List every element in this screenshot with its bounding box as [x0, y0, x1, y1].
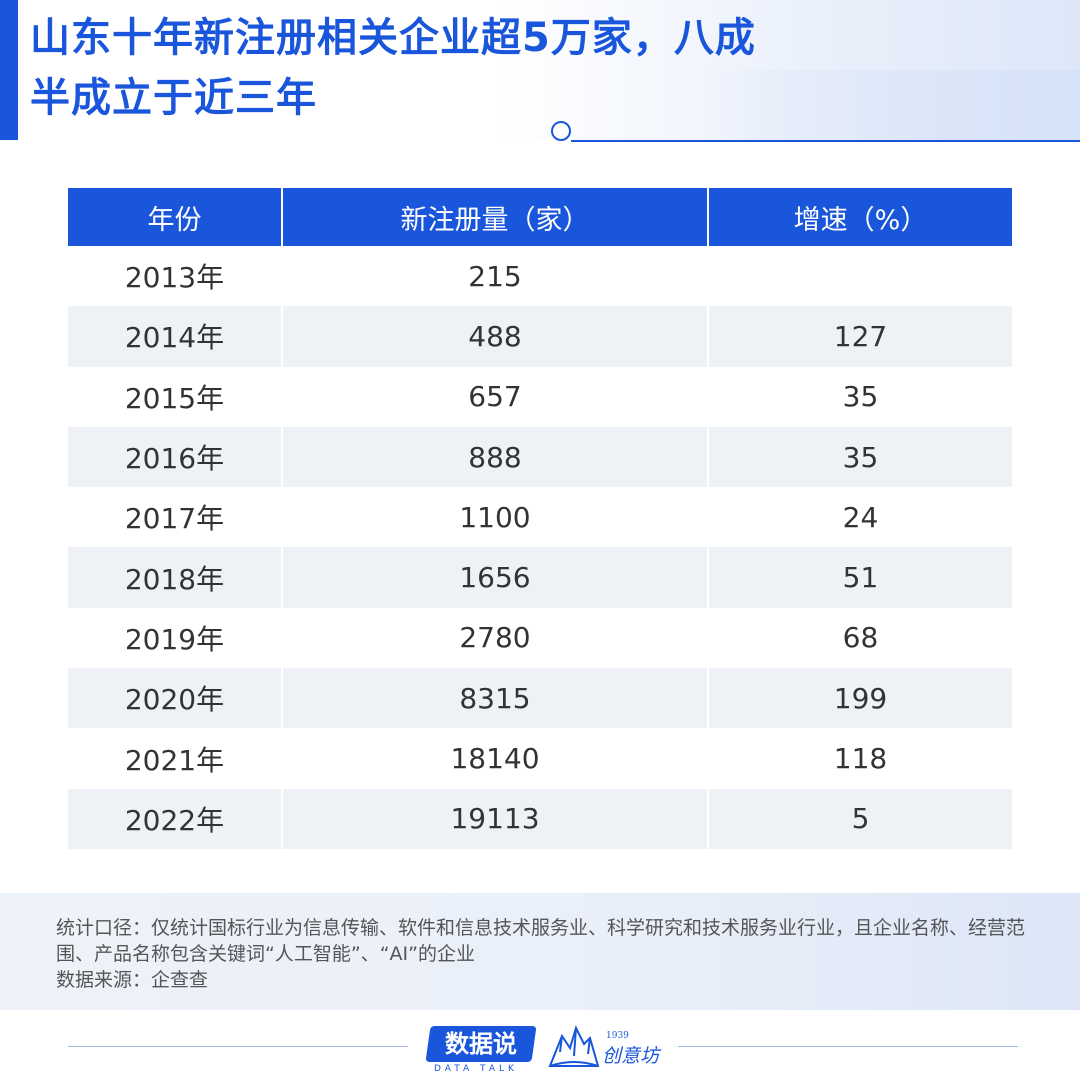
cell-growth: 68	[842, 621, 879, 655]
header-gradient	[700, 70, 1080, 140]
data-talk-logo-cn: 数据说	[445, 1030, 517, 1058]
cell-growth: 35	[842, 380, 879, 414]
table-row: 2019年 2780 68	[68, 607, 1012, 669]
header-circle-ornament	[551, 121, 571, 141]
cell-year: 2017年	[124, 502, 225, 536]
cell-growth: 51	[842, 561, 879, 595]
data-talk-logo: 数据说 DATA TALK	[425, 1026, 537, 1082]
cell-growth: 199	[833, 681, 888, 715]
cell-count: 8315	[281, 668, 709, 729]
cell-growth: 118	[833, 742, 888, 776]
footer-divider-right	[678, 1046, 1018, 1047]
data-talk-logo-en: DATA TALK	[434, 1064, 518, 1074]
column-header-growth: 增速（%）	[793, 204, 928, 236]
footnote-panel	[0, 893, 1080, 1010]
cell-year: 2021年	[124, 743, 225, 777]
cell-year: 2016年	[124, 442, 225, 476]
cell-growth: 127	[833, 319, 888, 353]
cell-count: 19113	[281, 788, 709, 849]
cell-year: 2018年	[124, 562, 225, 596]
chuangyi-logo: 1939 创意坊	[548, 1022, 664, 1070]
chuangyi-logo-year: 1939	[606, 1031, 629, 1041]
cell-growth: 5	[851, 802, 870, 836]
cell-count: 657	[281, 366, 709, 427]
cell-growth: 35	[842, 440, 879, 474]
mountain-icon: 1939 创意坊	[548, 1025, 662, 1067]
header: 山东十年新注册相关企业超5万家，八成半成立于近三年	[0, 0, 1080, 142]
footer-divider-left	[68, 1046, 408, 1047]
table-row: 2018年 1656 51	[68, 547, 1012, 608]
cell-count: 215	[281, 246, 709, 307]
footnote: 统计口径：仅统计国标行业为信息传输、软件和信息技术服务业、科学研究和技术服务业行…	[56, 915, 1046, 993]
cell-count: 1656	[281, 547, 709, 608]
cell-year: 2015年	[124, 381, 225, 415]
table-row: 2015年 657 35	[68, 366, 1012, 427]
data-table: 年份 新注册量（家） 增速（%） 2013年 215 2014年 488 127…	[68, 188, 1012, 849]
cell-year: 2022年	[124, 803, 225, 837]
chuangyi-logo-name: 创意坊	[602, 1045, 662, 1067]
cell-growth: 24	[842, 500, 879, 534]
cell-count: 488	[281, 306, 709, 367]
table-row: 2013年 215	[68, 246, 1012, 307]
column-header-count: 新注册量（家）	[281, 188, 709, 246]
footnote-source: 数据来源：企查查	[56, 969, 209, 991]
cell-year: 2013年	[124, 261, 225, 295]
table-row: 2021年 18140 118	[68, 728, 1012, 789]
cell-year: 2019年	[124, 622, 225, 656]
cell-year: 2014年	[124, 321, 225, 355]
table-row: 2016年 888 35	[68, 426, 1012, 488]
cell-count: 1100	[281, 487, 709, 548]
cell-count: 2780	[281, 607, 709, 669]
cell-year: 2020年	[124, 683, 225, 717]
table-header-row: 年份 新注册量（家） 增速（%）	[68, 188, 1012, 246]
cell-count: 888	[281, 426, 709, 488]
cell-count: 18140	[281, 728, 709, 789]
table-row: 2017年 1100 24	[68, 487, 1012, 548]
cell-growth	[709, 246, 1012, 306]
table-row: 2014年 488 127	[68, 306, 1012, 367]
table-row: 2020年 8315 199	[68, 668, 1012, 729]
column-header-year: 年份	[147, 204, 202, 236]
header-accent-bar	[0, 0, 18, 140]
page-title: 山东十年新注册相关企业超5万家，八成半成立于近三年	[30, 15, 756, 121]
table-row: 2022年 19113 5	[68, 788, 1012, 849]
header-underline	[571, 140, 1080, 142]
footnote-scope: 统计口径：仅统计国标行业为信息传输、软件和信息技术服务业、科学研究和技术服务业行…	[56, 917, 1026, 965]
